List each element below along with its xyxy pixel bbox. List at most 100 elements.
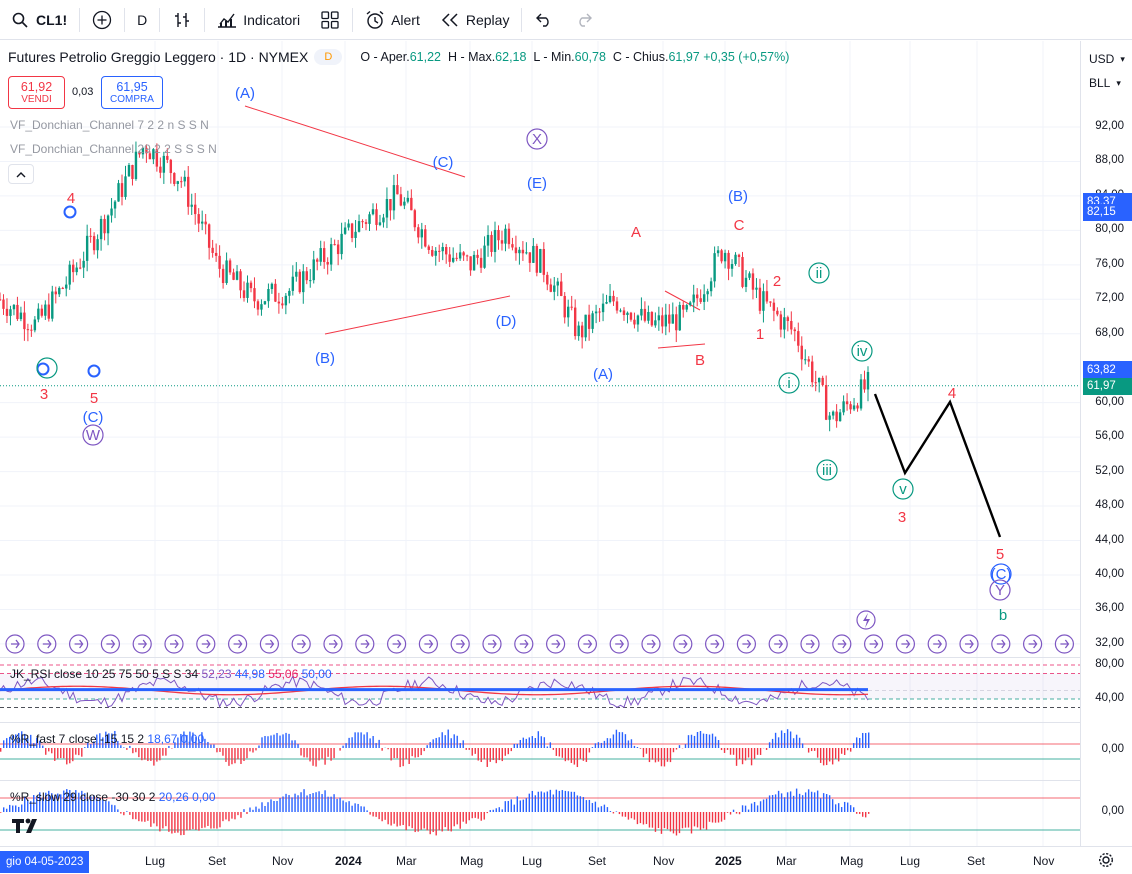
candle-body bbox=[385, 199, 389, 218]
wave-label-text: 4 bbox=[67, 190, 75, 207]
market-status-badge[interactable]: D bbox=[314, 49, 343, 65]
candle-body bbox=[284, 295, 288, 306]
candle-body bbox=[263, 301, 267, 305]
rslow-bar bbox=[18, 806, 20, 812]
interval-button[interactable]: D bbox=[127, 0, 157, 40]
price-scale[interactable]: USD ▾ BLL ▾ 92,0088,0084,0080,0076,0072,… bbox=[1080, 41, 1132, 846]
layout-button[interactable] bbox=[310, 0, 350, 40]
rfast-bar bbox=[327, 748, 329, 757]
rfast-bar bbox=[135, 748, 137, 753]
event-icon bbox=[387, 634, 407, 654]
candle-body bbox=[180, 181, 183, 183]
event-icon bbox=[927, 634, 947, 654]
time-label: Nov bbox=[653, 854, 675, 868]
symbol-search-button[interactable]: CL1! bbox=[0, 0, 77, 40]
rslow-bar bbox=[435, 812, 437, 836]
wave-projection-line bbox=[873, 393, 1002, 538]
rfast-bar bbox=[822, 748, 825, 766]
rslow-bar bbox=[291, 797, 293, 812]
donchian-indicator-2[interactable]: VF_Donchian_Channel 29 2 2 S S S N bbox=[10, 142, 217, 156]
rslow-bar bbox=[519, 800, 521, 812]
collapse-indicators-button[interactable] bbox=[8, 164, 34, 184]
rslow-bar bbox=[318, 791, 320, 812]
wave-label-circle bbox=[778, 372, 800, 394]
settings-gear-icon[interactable] bbox=[1098, 852, 1114, 873]
buy-button[interactable]: 61,95 COMPRA bbox=[101, 76, 163, 109]
rfast-bar bbox=[768, 742, 771, 748]
tradingview-logo[interactable] bbox=[10, 815, 44, 835]
chevron-down-icon: ▾ bbox=[1116, 77, 1121, 88]
rfast-bar bbox=[18, 732, 20, 748]
candle-body bbox=[44, 304, 47, 316]
rslow-bar bbox=[207, 812, 209, 826]
rslow-bar bbox=[570, 791, 573, 812]
undo-button[interactable] bbox=[524, 0, 564, 40]
candle-body bbox=[162, 155, 166, 173]
candle-body bbox=[601, 303, 605, 313]
rfast-legend[interactable]: %R_fast 7 close -15 15 2 18,67 0,00 bbox=[10, 732, 204, 746]
candle-body bbox=[811, 361, 814, 383]
donchian-indicator-1[interactable]: VF_Donchian_Channel 7 2 2 n S S N bbox=[10, 118, 209, 132]
separator bbox=[204, 7, 206, 32]
chart-type-button[interactable] bbox=[162, 0, 202, 40]
pane-divider[interactable] bbox=[0, 722, 1132, 723]
sell-button[interactable]: 61,92 VENDI bbox=[8, 76, 65, 109]
candle-body bbox=[378, 222, 382, 225]
rslow-bar bbox=[657, 812, 660, 829]
candle-body bbox=[242, 290, 246, 298]
rfast-bar bbox=[666, 748, 669, 762]
rfast-bar bbox=[366, 732, 368, 748]
price-chart[interactable]: (A)(B)(C)(D)(E)(A)(B)(C)(C)43 5ABC12345ii… bbox=[0, 41, 1080, 846]
candle-body bbox=[713, 253, 716, 282]
candle-body bbox=[716, 250, 720, 254]
candle-body bbox=[40, 308, 44, 316]
rsi-legend[interactable]: JK_RSI close 10 25 75 50 5 S S 34 52,23 … bbox=[10, 667, 332, 681]
rslow-bar bbox=[105, 800, 107, 812]
rfast-bar bbox=[588, 748, 591, 753]
rsi-tick-40: 40,00 bbox=[1095, 692, 1124, 704]
trend-lines bbox=[244, 105, 706, 349]
pane-divider[interactable] bbox=[0, 657, 1132, 658]
rfast-bar bbox=[417, 748, 419, 758]
rfast-bar bbox=[303, 748, 305, 758]
redo-button[interactable] bbox=[564, 0, 604, 40]
alert-button[interactable]: Alert bbox=[355, 0, 430, 40]
rslow-bar bbox=[213, 812, 215, 829]
alert-label: Alert bbox=[391, 11, 420, 28]
replay-button[interactable]: Replay bbox=[430, 0, 520, 40]
rslow-bar bbox=[252, 809, 254, 812]
rfast-bar bbox=[24, 733, 26, 748]
candle-body bbox=[89, 235, 92, 237]
unit-selector[interactable]: BLL ▾ bbox=[1085, 73, 1129, 93]
rfast-bar bbox=[540, 736, 543, 748]
candle-body bbox=[134, 151, 138, 180]
pane-divider[interactable] bbox=[0, 780, 1132, 781]
rfast-bar bbox=[126, 748, 128, 750]
rfast-bar bbox=[174, 742, 176, 748]
event-icon-arrow bbox=[392, 639, 402, 649]
wave-label: X bbox=[526, 128, 548, 150]
currency-selector[interactable]: USD ▾ bbox=[1085, 49, 1129, 69]
rslow-bar bbox=[669, 812, 672, 832]
rslow-bar bbox=[690, 812, 693, 834]
candle-body bbox=[225, 260, 228, 284]
rslow-legend[interactable]: %R_slow 29 close -30 30 2 20,26 0,00 bbox=[10, 790, 216, 804]
candle-body bbox=[560, 281, 563, 296]
rfast-bar bbox=[567, 748, 570, 761]
candle-body bbox=[197, 214, 200, 224]
instrument-title[interactable]: Futures Petrolio Greggio Leggero · 1D · … bbox=[8, 49, 309, 65]
wave-label-text: ii bbox=[816, 265, 823, 282]
candle-body bbox=[354, 231, 357, 238]
lightning-icon-glyph bbox=[863, 613, 870, 628]
candle-body bbox=[382, 217, 385, 223]
wave-label-text: W bbox=[86, 427, 101, 444]
time-axis[interactable]: Lug Set Nov 2024 Mar Mag Lug Set Nov 2025 Mar Mag Lu… bbox=[0, 846, 1132, 874]
compare-symbol-button[interactable] bbox=[82, 0, 122, 40]
candle-body bbox=[821, 377, 824, 386]
candle-body bbox=[619, 310, 622, 312]
indicators-button[interactable]: Indicatori bbox=[207, 0, 310, 40]
candle-body bbox=[23, 312, 26, 330]
rfast-bar bbox=[747, 748, 750, 758]
rslow-bar bbox=[588, 799, 591, 812]
event-icon-arrow bbox=[74, 639, 84, 649]
